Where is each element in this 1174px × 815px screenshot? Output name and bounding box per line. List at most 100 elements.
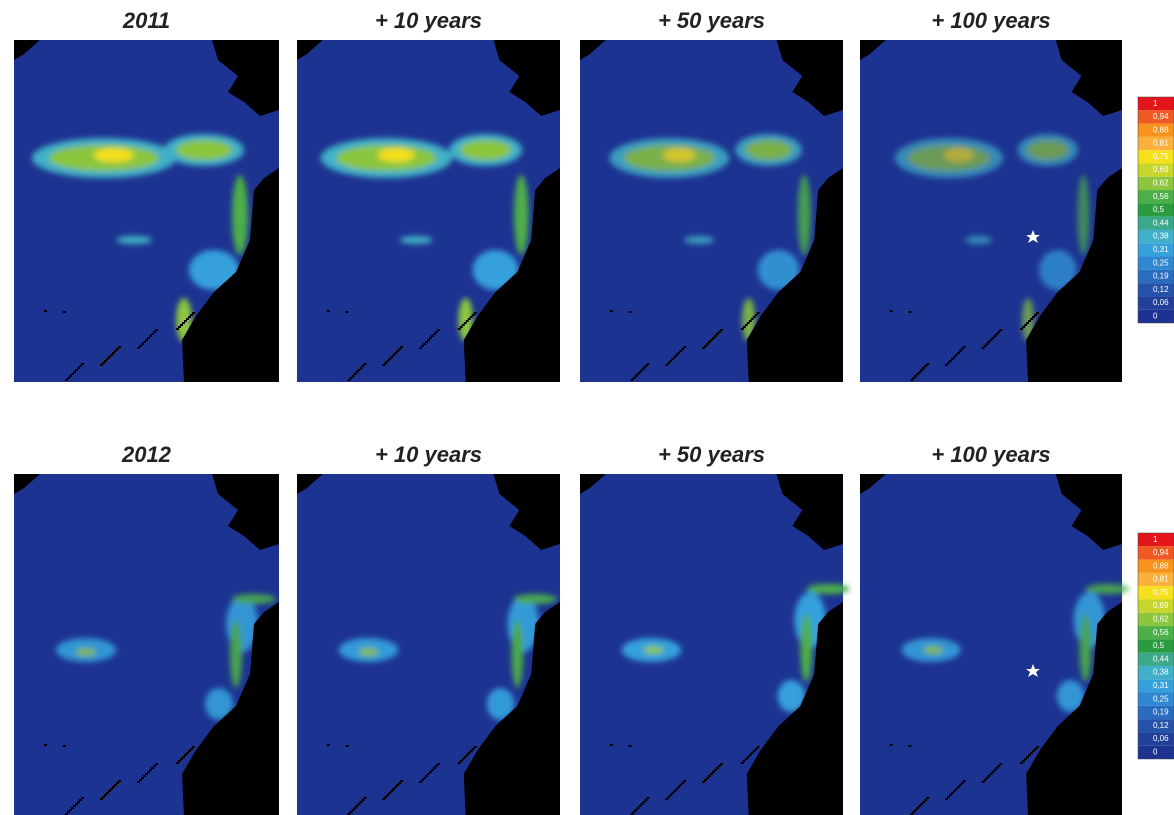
- speckle: [960, 782, 964, 784]
- speckle: [390, 356, 394, 358]
- speckle: [345, 311, 349, 313]
- patch: [1056, 680, 1085, 712]
- speckle: [428, 771, 432, 773]
- legend-label: 0,19: [1153, 708, 1169, 717]
- patch: [232, 594, 276, 604]
- patch: [777, 680, 806, 712]
- speckle: [359, 367, 363, 369]
- legend-swatch: [1138, 269, 1174, 284]
- legend-swatch: [1138, 705, 1174, 720]
- speckle: [65, 813, 68, 815]
- speckle: [398, 348, 402, 350]
- speckle: [677, 352, 681, 354]
- speckle: [434, 331, 438, 333]
- legend-label: 0,69: [1153, 601, 1169, 610]
- speckle: [752, 316, 756, 318]
- speckle: [702, 347, 706, 349]
- speckle: [151, 767, 154, 769]
- speckle: [465, 754, 469, 756]
- legend-swatch: [1138, 533, 1174, 547]
- speckle: [1028, 754, 1032, 756]
- speckle: [748, 754, 752, 756]
- speckle: [683, 780, 687, 782]
- legend-swatch: [1138, 176, 1174, 191]
- patch: [511, 620, 524, 688]
- speckle: [81, 363, 84, 365]
- patch: [232, 175, 248, 255]
- speckle: [67, 811, 70, 813]
- speckle: [742, 760, 746, 762]
- speckle: [952, 790, 956, 792]
- speckle: [108, 790, 111, 792]
- speckle: [916, 807, 920, 809]
- suitability-patches: [894, 134, 1090, 342]
- speckle: [924, 365, 928, 367]
- speckle: [920, 369, 924, 371]
- speckle: [421, 779, 425, 781]
- speckle: [353, 807, 357, 809]
- speckle: [116, 348, 119, 350]
- map: [580, 474, 850, 815]
- speckle: [706, 343, 710, 345]
- speckle: [73, 805, 76, 807]
- speckle: [671, 792, 675, 794]
- speckle: [428, 337, 432, 339]
- patch: [1026, 140, 1069, 160]
- patch: [800, 614, 813, 682]
- patch: [643, 646, 664, 654]
- speckle: [355, 371, 359, 373]
- legend-swatch: [1138, 229, 1174, 244]
- panel-title: + 100 years: [931, 442, 1050, 467]
- speckle: [390, 790, 394, 792]
- suitability-patches: [32, 134, 248, 342]
- speckle: [473, 746, 477, 748]
- patch: [806, 584, 850, 594]
- speckle: [192, 312, 195, 314]
- speckle: [991, 771, 995, 773]
- map: [297, 474, 560, 815]
- patch: [1079, 614, 1092, 682]
- speckle: [1024, 324, 1028, 326]
- speckle: [394, 352, 398, 354]
- patch: [965, 236, 993, 244]
- speckle: [388, 358, 392, 360]
- speckle: [644, 799, 648, 801]
- legend-label: 0,06: [1153, 734, 1169, 743]
- legend-swatch: [1138, 309, 1174, 323]
- speckle: [180, 324, 183, 326]
- legend-swatch: [1138, 652, 1174, 666]
- speckle: [958, 784, 962, 786]
- speckle: [44, 744, 47, 746]
- speckle: [989, 773, 993, 775]
- speckle: [1032, 316, 1035, 318]
- star: [1026, 230, 1040, 243]
- legend-label: 0,5: [1153, 205, 1165, 214]
- speckle: [100, 798, 103, 800]
- speckle: [1034, 314, 1037, 316]
- speckle: [750, 318, 754, 320]
- patch: [472, 250, 519, 290]
- speckle: [459, 760, 463, 762]
- panel-title: + 100 years: [931, 8, 1050, 33]
- patch: [757, 250, 800, 290]
- speckle: [708, 341, 712, 343]
- speckle: [914, 375, 918, 377]
- speckle: [71, 807, 74, 809]
- speckle: [108, 356, 111, 358]
- speckle: [642, 801, 646, 803]
- legend-label: 0,94: [1153, 112, 1169, 121]
- speckle: [400, 780, 404, 782]
- speckle: [75, 803, 78, 805]
- speckle: [137, 781, 140, 783]
- speckle: [392, 788, 396, 790]
- panel-title: 2012: [121, 442, 172, 467]
- speckle: [459, 326, 463, 328]
- speckle: [427, 773, 430, 775]
- speckle: [114, 350, 117, 352]
- speckle: [351, 375, 355, 377]
- speckle: [702, 781, 706, 783]
- speckle: [118, 346, 121, 348]
- speckle: [717, 331, 721, 333]
- speckle: [345, 745, 349, 747]
- speckle: [386, 794, 390, 796]
